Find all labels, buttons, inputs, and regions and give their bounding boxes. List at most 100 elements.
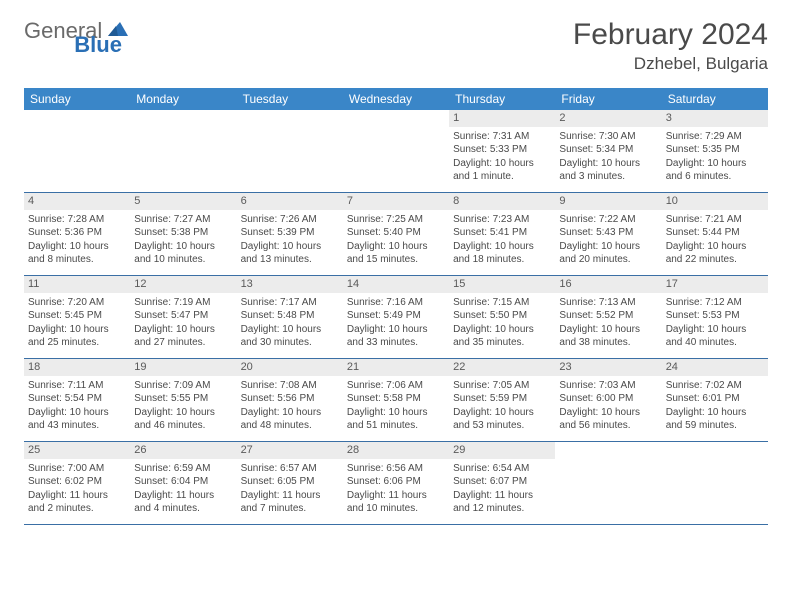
daylight-text: Daylight: 10 hours and 20 minutes. — [559, 240, 657, 267]
sunset-text: Sunset: 6:07 PM — [453, 475, 551, 489]
day-cell: 4Sunrise: 7:28 AMSunset: 5:36 PMDaylight… — [24, 193, 130, 275]
daylight-text: Daylight: 10 hours and 38 minutes. — [559, 323, 657, 350]
day-cell: 29Sunrise: 6:54 AMSunset: 6:07 PMDayligh… — [449, 442, 555, 524]
day-header: Thursday — [449, 88, 555, 110]
sunset-text: Sunset: 5:48 PM — [241, 309, 339, 323]
day-number: 13 — [237, 276, 343, 293]
day-cell: 13Sunrise: 7:17 AMSunset: 5:48 PMDayligh… — [237, 276, 343, 358]
day-number: 11 — [24, 276, 130, 293]
sunset-text: Sunset: 6:02 PM — [28, 475, 126, 489]
sunrise-text: Sunrise: 6:57 AM — [241, 462, 339, 476]
sunrise-text: Sunrise: 7:30 AM — [559, 130, 657, 144]
sunset-text: Sunset: 5:36 PM — [28, 226, 126, 240]
day-number: 9 — [555, 193, 661, 210]
day-number: 8 — [449, 193, 555, 210]
sunrise-text: Sunrise: 7:09 AM — [134, 379, 232, 393]
sunrise-text: Sunrise: 7:25 AM — [347, 213, 445, 227]
daylight-text: Daylight: 10 hours and 13 minutes. — [241, 240, 339, 267]
sunset-text: Sunset: 5:55 PM — [134, 392, 232, 406]
sunset-text: Sunset: 5:40 PM — [347, 226, 445, 240]
header: General Blue February 2024 Dzhebel, Bulg… — [24, 18, 768, 74]
day-cell: 26Sunrise: 6:59 AMSunset: 6:04 PMDayligh… — [130, 442, 236, 524]
daylight-text: Daylight: 10 hours and 27 minutes. — [134, 323, 232, 350]
calendar: Sunday Monday Tuesday Wednesday Thursday… — [24, 88, 768, 525]
day-cell: 23Sunrise: 7:03 AMSunset: 6:00 PMDayligh… — [555, 359, 661, 441]
sunset-text: Sunset: 5:44 PM — [666, 226, 764, 240]
sunset-text: Sunset: 5:43 PM — [559, 226, 657, 240]
daylight-text: Daylight: 11 hours and 10 minutes. — [347, 489, 445, 516]
day-number: 1 — [449, 110, 555, 127]
day-number: 12 — [130, 276, 236, 293]
day-number: 7 — [343, 193, 449, 210]
day-number: 3 — [662, 110, 768, 127]
day-cell: 1Sunrise: 7:31 AMSunset: 5:33 PMDaylight… — [449, 110, 555, 192]
daylight-text: Daylight: 10 hours and 22 minutes. — [666, 240, 764, 267]
day-cell: 15Sunrise: 7:15 AMSunset: 5:50 PMDayligh… — [449, 276, 555, 358]
sunrise-text: Sunrise: 7:05 AM — [453, 379, 551, 393]
day-number: 25 — [24, 442, 130, 459]
day-number: 19 — [130, 359, 236, 376]
day-number: 16 — [555, 276, 661, 293]
day-cell: 6Sunrise: 7:26 AMSunset: 5:39 PMDaylight… — [237, 193, 343, 275]
daylight-text: Daylight: 10 hours and 35 minutes. — [453, 323, 551, 350]
daylight-text: Daylight: 10 hours and 25 minutes. — [28, 323, 126, 350]
week-row: 1Sunrise: 7:31 AMSunset: 5:33 PMDaylight… — [24, 110, 768, 193]
daylight-text: Daylight: 10 hours and 56 minutes. — [559, 406, 657, 433]
day-header: Saturday — [662, 88, 768, 110]
sunrise-text: Sunrise: 6:59 AM — [134, 462, 232, 476]
sunrise-text: Sunrise: 7:22 AM — [559, 213, 657, 227]
day-number: 17 — [662, 276, 768, 293]
day-number: 14 — [343, 276, 449, 293]
daylight-text: Daylight: 10 hours and 59 minutes. — [666, 406, 764, 433]
day-number: 6 — [237, 193, 343, 210]
sunrise-text: Sunrise: 7:03 AM — [559, 379, 657, 393]
day-header: Monday — [130, 88, 236, 110]
daylight-text: Daylight: 10 hours and 30 minutes. — [241, 323, 339, 350]
daylight-text: Daylight: 10 hours and 33 minutes. — [347, 323, 445, 350]
sunrise-text: Sunrise: 7:23 AM — [453, 213, 551, 227]
day-number: 20 — [237, 359, 343, 376]
day-number: 28 — [343, 442, 449, 459]
sunrise-text: Sunrise: 7:20 AM — [28, 296, 126, 310]
daylight-text: Daylight: 10 hours and 43 minutes. — [28, 406, 126, 433]
week-row: 11Sunrise: 7:20 AMSunset: 5:45 PMDayligh… — [24, 276, 768, 359]
daylight-text: Daylight: 10 hours and 6 minutes. — [666, 157, 764, 184]
daylight-text: Daylight: 10 hours and 51 minutes. — [347, 406, 445, 433]
sunset-text: Sunset: 5:58 PM — [347, 392, 445, 406]
daylight-text: Daylight: 10 hours and 48 minutes. — [241, 406, 339, 433]
sunrise-text: Sunrise: 6:56 AM — [347, 462, 445, 476]
day-header: Tuesday — [237, 88, 343, 110]
day-cell: 27Sunrise: 6:57 AMSunset: 6:05 PMDayligh… — [237, 442, 343, 524]
daylight-text: Daylight: 10 hours and 46 minutes. — [134, 406, 232, 433]
day-cell: 19 Sunrise: 7:09 AMSunset: 5:55 PMDayligh… — [130, 359, 236, 441]
sunset-text: Sunset: 5:45 PM — [28, 309, 126, 323]
sunset-text: Sunset: 5:33 PM — [453, 143, 551, 157]
daylight-text: Daylight: 11 hours and 7 minutes. — [241, 489, 339, 516]
title-block: February 2024 Dzhebel, Bulgaria — [573, 18, 768, 74]
sunset-text: Sunset: 6:06 PM — [347, 475, 445, 489]
sunrise-text: Sunrise: 7:29 AM — [666, 130, 764, 144]
daylight-text: Daylight: 10 hours and 8 minutes. — [28, 240, 126, 267]
sunset-text: Sunset: 5:41 PM — [453, 226, 551, 240]
sunset-text: Sunset: 5:35 PM — [666, 143, 764, 157]
sunset-text: Sunset: 5:59 PM — [453, 392, 551, 406]
day-cell — [662, 442, 768, 524]
day-cell: 20Sunrise: 7:08 AMSunset: 5:56 PMDayligh… — [237, 359, 343, 441]
sunset-text: Sunset: 5:49 PM — [347, 309, 445, 323]
day-cell — [237, 110, 343, 192]
daylight-text: Daylight: 11 hours and 4 minutes. — [134, 489, 232, 516]
day-number: 2 — [555, 110, 661, 127]
day-cell: 9 Sunrise: 7:22 AMSunset: 5:43 PMDaylight… — [555, 193, 661, 275]
sunrise-text: Sunrise: 7:19 AM — [134, 296, 232, 310]
sunrise-text: Sunrise: 7:11 AM — [28, 379, 126, 393]
day-header: Sunday — [24, 88, 130, 110]
day-cell: 24Sunrise: 7:02 AMSunset: 6:01 PMDayligh… — [662, 359, 768, 441]
sunrise-text: Sunrise: 7:08 AM — [241, 379, 339, 393]
daylight-text: Daylight: 10 hours and 1 minute. — [453, 157, 551, 184]
daylight-text: Daylight: 10 hours and 18 minutes. — [453, 240, 551, 267]
day-number: 29 — [449, 442, 555, 459]
daylight-text: Daylight: 10 hours and 53 minutes. — [453, 406, 551, 433]
day-cell: 5Sunrise: 7:27 AMSunset: 5:38 PMDaylight… — [130, 193, 236, 275]
day-cell: 18Sunrise: 7:11 AMSunset: 5:54 PMDayligh… — [24, 359, 130, 441]
day-cell: 7Sunrise: 7:25 AMSunset: 5:40 PMDaylight… — [343, 193, 449, 275]
